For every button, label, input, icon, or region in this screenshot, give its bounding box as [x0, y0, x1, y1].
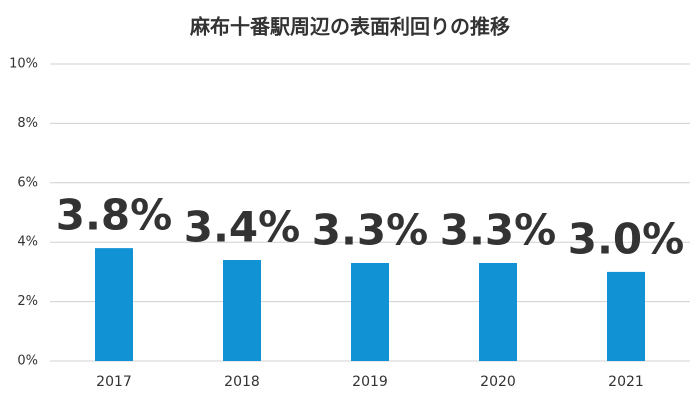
x-tick-label: 2019: [352, 374, 388, 390]
bar: [351, 262, 389, 361]
value-label: 3.3%: [312, 205, 428, 254]
y-tick-label: 6%: [17, 175, 38, 190]
y-tick-label: 4%: [17, 235, 38, 250]
chart-title: 麻布十番駅周辺の表面利回りの推移: [189, 15, 510, 39]
x-tick-label: 2017: [96, 374, 132, 390]
x-tick-label: 2021: [608, 374, 644, 390]
x-tick-label: 2020: [480, 374, 516, 390]
value-label: 3.4%: [184, 203, 300, 252]
bar: [95, 248, 133, 361]
y-tick-label: 2%: [17, 294, 38, 309]
bar: [607, 271, 645, 361]
value-label: 3.0%: [568, 214, 684, 263]
bar: [223, 260, 261, 361]
value-label: 3.8%: [56, 191, 172, 240]
x-tick-label: 2018: [224, 374, 260, 390]
value-label: 3.3%: [440, 205, 556, 254]
bar: [479, 262, 517, 361]
y-tick-label: 8%: [17, 116, 38, 131]
y-tick-label: 0%: [17, 354, 38, 369]
y-tick-label: 10%: [9, 57, 38, 72]
